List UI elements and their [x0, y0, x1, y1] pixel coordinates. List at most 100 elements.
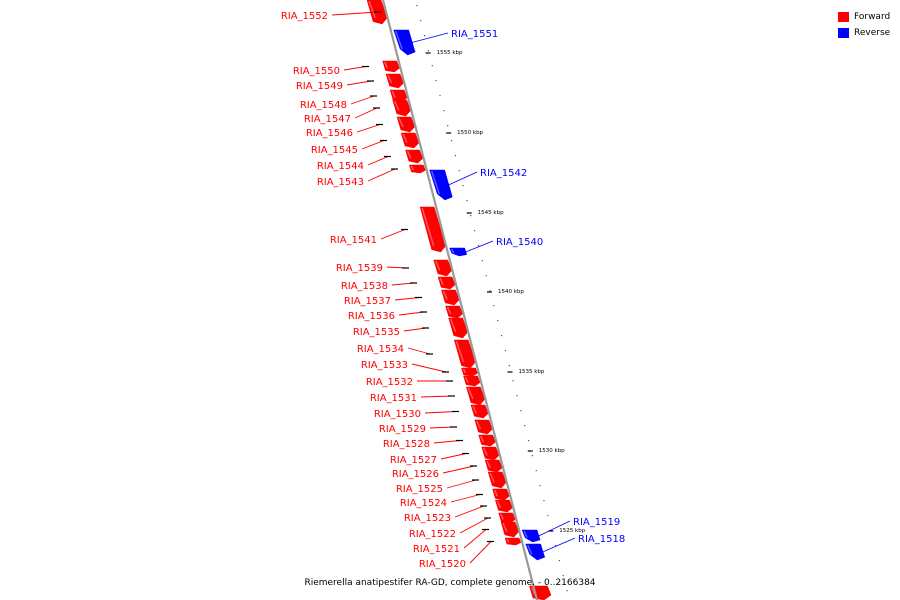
reverse-gene-RIA_1542-highlight — [430, 170, 441, 195]
forward-swatch — [838, 12, 849, 22]
forward-gene-label: RIA_1530 — [374, 409, 421, 420]
scale-dot — [489, 290, 491, 292]
forward-gene-label: RIA_1524 — [400, 498, 447, 509]
label-leader — [542, 537, 576, 553]
reverse-gene-label: RIA_1540 — [496, 237, 543, 248]
scale-dot — [558, 560, 560, 562]
forward-gene-label: RIA_1533 — [361, 360, 408, 371]
forward-gene-RIA_1538-highlight — [439, 277, 444, 286]
forward-gene-RIA_1535 — [448, 317, 469, 339]
forward-gene-RIA_1548-highlight — [391, 90, 396, 99]
label-leader — [398, 311, 425, 316]
reverse-gene-RIA_1540 — [449, 247, 468, 257]
forward-gene-RIA_1547-highlight — [393, 100, 400, 111]
gene-labels: RIA_1552 RIA_1550 RIA_1549 RIA_1548 RIA_1547… — [281, 11, 625, 570]
reverse-gene-RIA_1540-highlight — [450, 248, 455, 254]
forward-gene-RIA_1539-highlight — [435, 260, 441, 271]
forward-gene-label: RIA_1549 — [296, 81, 343, 92]
forward-gene-label: RIA_1523 — [404, 513, 451, 524]
scale-dot — [431, 65, 433, 67]
forward-gene-RIA_1531 — [466, 386, 486, 406]
forward-gene-RIA_1537-highlight — [442, 290, 448, 301]
forward-gene-label: RIA_1544 — [317, 161, 364, 172]
scale-ticks: 1555 kbp 1550 kbp 1545 kbp 1540 kbp 1535 kbp… — [416, 5, 586, 592]
forward-gene-RIA_1536-highlight — [446, 306, 452, 315]
forward-gene-RIA_1550 — [382, 60, 400, 73]
scale-dot — [474, 230, 476, 232]
forward-gene-label: RIA_1547 — [304, 114, 351, 125]
forward-gene-RIA_1522 — [498, 512, 516, 524]
forward-gene-label: RIA_1527 — [390, 455, 437, 466]
forward-gene-RIA_1537 — [441, 289, 460, 306]
forward-gene-RIA_1521 — [500, 521, 520, 538]
label-leader — [442, 465, 475, 474]
legend: Forward Reverse — [838, 9, 890, 41]
forward-gene-RIA_1523-highlight — [496, 500, 502, 509]
forward-gene-RIA_1528 — [478, 434, 496, 447]
forward-gene-label: RIA_1522 — [409, 529, 456, 540]
forward-gene-label: RIA_1529 — [379, 424, 426, 435]
label-leader — [354, 107, 378, 119]
forward-gene-RIA_1550-highlight — [383, 61, 389, 69]
forward-gene-RIA_1531-highlight — [467, 387, 474, 400]
forward-gene-RIA_1523 — [495, 499, 513, 513]
forward-gene-RIA_1530-highlight — [472, 405, 477, 414]
scale-dot — [481, 260, 483, 262]
scale-dot — [504, 350, 507, 352]
reverse-gene-label: RIA_1542 — [480, 168, 527, 179]
legend-item-reverse: Reverse — [838, 25, 890, 41]
label-leader — [356, 124, 381, 133]
label-leader — [361, 140, 385, 150]
forward-gene-label: RIA_1528 — [383, 439, 430, 450]
label-leader — [448, 171, 478, 186]
forward-gene-RIA_1526-highlight — [486, 460, 491, 469]
forward-gene-RIA_1522-highlight — [500, 513, 504, 520]
forward-gene-RIA_1528-highlight — [479, 435, 485, 443]
forward-gene-RIA_1529-highlight — [476, 420, 482, 430]
scale-dot — [500, 335, 503, 337]
reverse-gene-RIA_1519 — [521, 529, 541, 543]
forward-gene-RIA_1533 — [461, 367, 478, 377]
scale-dot — [512, 380, 514, 382]
forward-gene-RIA_1536 — [445, 305, 463, 319]
reverse-gene-RIA_1519-highlight — [523, 530, 528, 539]
genome-backbone — [381, 0, 539, 600]
scale-dot — [516, 395, 518, 397]
scale-dot — [508, 365, 510, 367]
reverse-gene-RIA_1551 — [393, 29, 416, 56]
scale-dot — [535, 470, 537, 472]
scale-label: 1525 kbp — [559, 528, 585, 534]
scale-dot — [539, 485, 541, 487]
forward-gene-RIA_1534-highlight — [455, 340, 465, 363]
label-leader — [367, 156, 389, 166]
forward-gene-label: RIA_1546 — [306, 128, 353, 139]
forward-gene-RIA_1526 — [484, 459, 503, 473]
forward-gene-label: RIA_1520 — [419, 559, 466, 570]
forward-gene-label: RIA_1545 — [311, 145, 358, 156]
forward-gene-label: RIA_1535 — [353, 327, 400, 338]
forward-gene-RIA_1525 — [487, 471, 507, 489]
label-leader — [459, 517, 489, 534]
scale-dot — [447, 125, 449, 127]
forward-gene-label: RIA_1543 — [317, 177, 364, 188]
reverse-gene-RIA_1518-highlight — [526, 544, 533, 555]
scale-dot — [562, 575, 564, 577]
reverse-gene-label: RIA_1518 — [578, 534, 625, 545]
reverse-gene-RIA_1551-highlight — [394, 30, 403, 50]
forward-gene-label: RIA_1536 — [348, 311, 395, 322]
forward-gene-RIA_1541-highlight — [421, 207, 435, 247]
reverse-gene-label: RIA_1551 — [451, 29, 498, 40]
forward-gene-RIA_1524-highlight — [493, 489, 499, 497]
forward-gene-label: RIA_1548 — [300, 100, 347, 111]
scale-label: 1540 kbp — [498, 289, 524, 295]
forward-gene-RIA_1529 — [474, 419, 493, 435]
forward-gene-RIA_1541 — [419, 206, 446, 253]
scale-dot — [466, 200, 468, 202]
label-leader — [469, 541, 492, 564]
forward-gene-RIA_1520 — [504, 537, 522, 546]
forward-gene-RIA_1546 — [396, 116, 416, 133]
scale-dot — [547, 515, 549, 517]
scale-dot — [450, 140, 453, 142]
forward-gene-RIA_1527-highlight — [483, 447, 488, 456]
